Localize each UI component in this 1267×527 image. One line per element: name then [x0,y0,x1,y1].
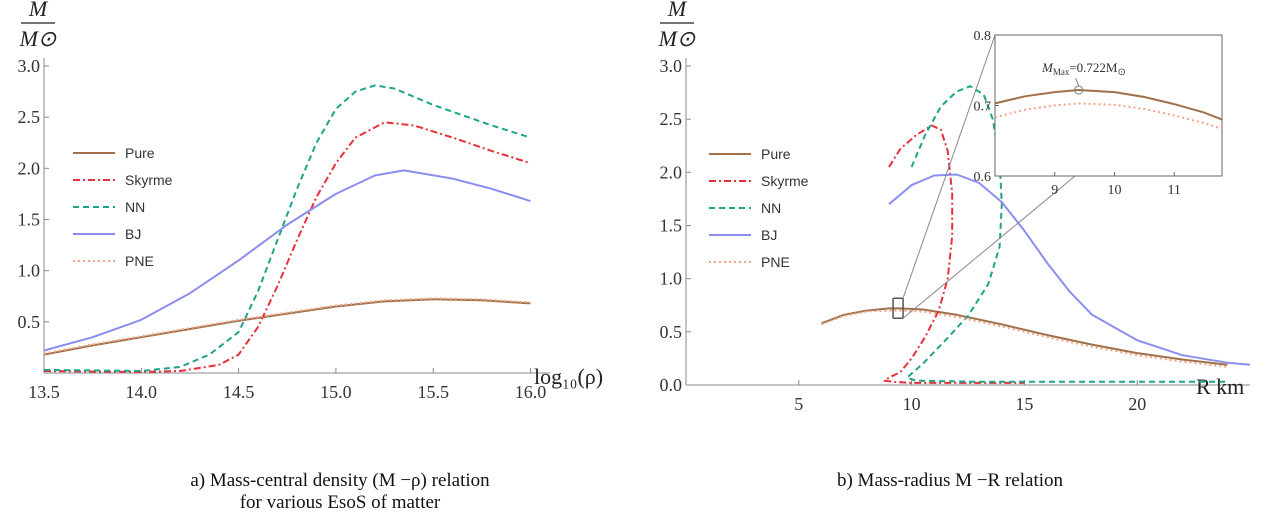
inset-x-tick-label: 10 [1107,183,1121,198]
y-tick-label: 2.5 [660,109,683,129]
inset-x-tick-label: 11 [1167,183,1180,198]
y-tick-label: 2.0 [660,162,683,182]
max-annotation-leader [1075,77,1080,87]
x-tick-label: 15.5 [417,382,449,402]
series-line-nn [906,85,1228,383]
inset-frame [994,34,1223,177]
series-line-pne [43,297,531,355]
series-line-pure [43,298,531,356]
chart-mass-density: 0.5 1.0 1.5 2.0 2.5 3.0 13.5 14.0 14.5 15.0 15.5 16… [18,0,604,402]
caption-a-line2: for various EsoS of matter [239,492,441,513]
y-tick-label: 3.0 [18,56,41,76]
y-tick-label: 0.5 [18,312,41,332]
legend-label-nn: NN [761,200,781,216]
x-tick-label: 16.0 [515,382,547,402]
max-annotation: MMax=0.722M⊙ [1041,60,1126,78]
caption-a: a) Mass-central density (M −ρ) relation … [110,470,570,514]
series-line-pne [821,309,1228,368]
caption-a-line1: a) Mass-central density (M −ρ) relation [190,470,490,491]
x-tick-label: 13.5 [28,382,60,402]
zoom-connector-top [902,34,996,299]
y-tick-label: 1.0 [660,269,683,289]
legend-label-skyrme: Skyrme [125,172,173,188]
x-tick-label: 15 [1015,394,1033,414]
x-axis-label: log₁₀(ρ) [534,364,603,389]
caption-b-line1: b) Mass-radius M −R relation [836,470,1063,491]
caption-b: b) Mass-radius M −R relation [700,470,1200,492]
y-axis-label-denominator: M⊙ [19,26,57,51]
y-axis-label-numerator: M [667,0,688,21]
x-tick-label: 5 [794,394,803,414]
series-line-skyrme [883,124,1025,384]
y-axis-label-numerator: M [28,0,49,21]
y-tick-label: 0.0 [660,375,683,395]
series-line-bj [888,173,1251,366]
y-tick-label: 2.5 [18,107,41,127]
series-line-skyrme [43,121,531,373]
y-tick-label: 1.0 [18,261,41,281]
legend-label-bj: BJ [125,226,141,242]
legend-label-pure: Pure [761,146,791,162]
zoom-region-marker [892,297,904,319]
y-axis-label-denominator: M⊙ [658,26,696,51]
series-line-pure [821,307,1228,366]
inset-plot: 0.6 0.7 0.8 9 10 11 MMax=0.722M⊙ [974,29,1223,198]
series-line-nn [43,84,531,372]
x-axis-label: R km [1196,374,1244,399]
legend-label-pure: Pure [125,145,155,161]
x-tick-label: 20 [1128,394,1146,414]
inset-y-tick-label: 0.6 [974,170,992,185]
y-tick-label: 1.5 [660,216,683,236]
inset-x-tick-label: 9 [1051,183,1058,198]
legend-label-bj: BJ [761,227,777,243]
chart-mass-radius: 0.0 0.5 1.0 1.5 2.0 2.5 3.0 5 10 15 20 M M⊙ R km Pure S… [658,0,1251,414]
x-tick-label: 14.0 [126,382,158,402]
legend-label-skyrme: Skyrme [761,173,809,189]
y-tick-label: 0.5 [660,322,683,342]
legend-label-nn: NN [125,199,145,215]
inset-y-tick-label: 0.7 [974,100,992,115]
x-tick-label: 15.0 [320,382,352,402]
inset-y-tick-label: 0.8 [974,29,992,44]
inset-series-line-pne [994,102,1223,130]
legend-label-pne: PNE [761,254,790,270]
y-tick-label: 3.0 [660,56,683,76]
zoom-connector-bottom [902,175,1076,319]
series-line-bj [43,169,531,352]
y-tick-label: 1.5 [18,210,41,230]
legend-label-pne: PNE [125,253,154,269]
y-tick-label: 2.0 [18,158,41,178]
x-tick-label: 14.5 [223,382,255,402]
x-tick-label: 10 [903,394,921,414]
inset-series-line-pure [994,88,1223,121]
